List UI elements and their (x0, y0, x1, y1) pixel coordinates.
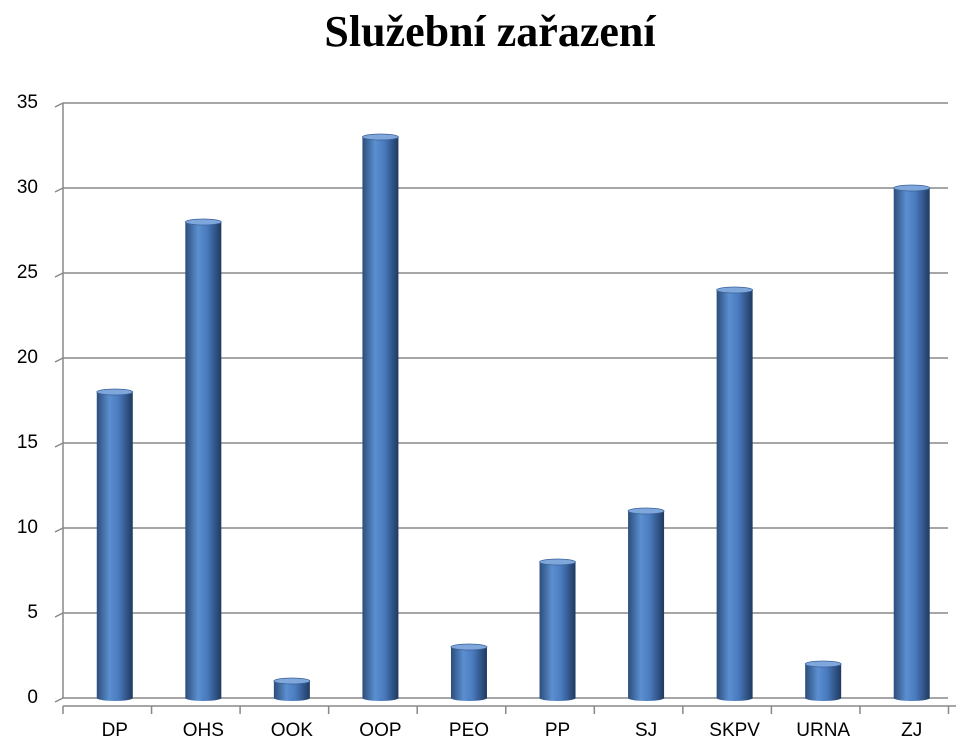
y-tick-label: 5 (27, 602, 38, 623)
tick-mark (54, 357, 64, 363)
y-tick-label: 20 (17, 347, 38, 368)
bar-top (362, 133, 399, 141)
y-tick-label: 15 (17, 432, 38, 453)
tick-mark (54, 527, 64, 533)
bar-top (804, 660, 842, 668)
bar (805, 661, 842, 701)
bar (450, 644, 487, 701)
tick-mark (54, 442, 64, 448)
y-tick-label: 25 (17, 262, 38, 283)
x-tick-label: DP (102, 720, 128, 741)
bar-top (96, 388, 134, 396)
tick-mark (54, 697, 64, 703)
x-tick-label: PP (545, 720, 570, 741)
bar-top (450, 643, 488, 651)
bar-top (184, 218, 222, 226)
bar (185, 219, 222, 701)
y-tick-label: 35 (17, 92, 38, 113)
bar-top (716, 286, 754, 294)
x-tick-label: ZJ (901, 720, 922, 741)
bar (539, 559, 576, 701)
tick-mark (54, 187, 64, 193)
bar (893, 185, 930, 701)
bar-top (273, 677, 311, 685)
tick-mark (54, 612, 64, 618)
x-tick-label: URNA (796, 720, 850, 741)
bar (96, 389, 133, 701)
x-tick-label: OHS (183, 720, 224, 741)
chart-title: Služební zařazení (324, 7, 656, 56)
y-tick-label: 30 (17, 177, 38, 198)
x-tick-label: OOP (359, 720, 401, 741)
bar (628, 508, 665, 701)
tick-mark (54, 272, 64, 278)
x-tick-label: SJ (635, 720, 657, 741)
tick-mark (54, 102, 64, 108)
y-tick-label: 0 (27, 687, 38, 708)
bar (362, 134, 399, 701)
bar-top (627, 507, 665, 515)
x-tick-label: PEO (449, 720, 489, 741)
bar-top (893, 184, 931, 192)
x-tick-label: SKPV (709, 720, 760, 741)
y-tick-label: 10 (17, 517, 38, 538)
bar-top (539, 558, 576, 566)
bar (716, 287, 753, 701)
x-tick-label: OOK (271, 720, 314, 741)
